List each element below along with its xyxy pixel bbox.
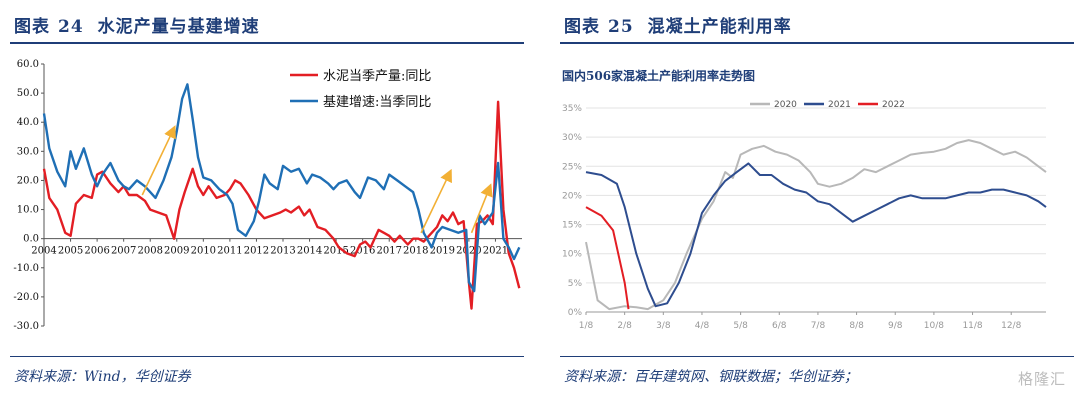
left-panel: 图表 24 水泥产量与基建增速 60.0 50.0 40.0 30.0 20.0 10.0 0.… (0, 0, 530, 401)
legend-label: 基建增速:当季同比 (323, 95, 431, 110)
source-rule (10, 356, 524, 357)
y-tick-label: 35% (562, 104, 582, 114)
source-rule (560, 356, 1074, 357)
y-tick-label: 0.0 (23, 234, 39, 245)
x-tick-label: 6/8 (772, 321, 787, 331)
series-line-2021 (585, 162, 1047, 308)
y-tick-label: 10% (562, 250, 582, 260)
y-tick-label: 10.0 (17, 205, 39, 216)
right-source: 资料来源：百年建筑网、钢联数据；华创证券； (564, 369, 858, 385)
x-tick-label: 2013 (270, 246, 295, 257)
y-tick-label: 60.0 (17, 59, 39, 70)
right-figure-title: 图表 25 混凝土产能利用率 (564, 12, 792, 37)
x-tick-label: 2004 (31, 246, 56, 257)
y-tick-label: 25% (562, 162, 582, 172)
x-tick-label: 2/8 (617, 321, 632, 331)
title-rule (10, 42, 524, 44)
x-tick-label: 2007 (111, 246, 136, 257)
x-tick-label: 2006 (84, 246, 109, 257)
x-tick-label: 12/8 (1001, 321, 1021, 331)
x-tick-label: 10/8 (924, 321, 944, 331)
chart-title: 国内506家混凝土产能利用率走势图 (562, 68, 755, 83)
y-tick-label: 20.0 (17, 175, 39, 186)
x-tick-label: 2019 (430, 246, 455, 257)
series-line-2022 (585, 206, 630, 310)
legend-label: 2020 (774, 100, 797, 110)
x-tick-label: 2021 (483, 246, 508, 257)
legend-label: 2022 (882, 100, 905, 110)
cement-infrastructure-chart: 60.0 50.0 40.0 30.0 20.0 10.0 0.0 -10.0 -20.0 -30… (13, 59, 522, 332)
arrow-2020-2021 (470, 183, 493, 234)
x-tick-label: 11/8 (962, 321, 982, 331)
x-tick-label: 2009 (164, 246, 189, 257)
left-figure-title: 图表 24 水泥产量与基建增速 (14, 12, 260, 37)
figure-title-text: 水泥产量与基建增速 (97, 17, 260, 37)
y-tick-label: 15% (562, 221, 582, 231)
x-tick-label: 1/8 (579, 321, 594, 331)
x-tick-label: 9/8 (888, 321, 903, 331)
title-rule (560, 42, 1074, 44)
figure-number: 25 (608, 17, 634, 37)
arrow-2008-2009 (141, 125, 176, 196)
x-tick-label: 2016 (350, 246, 375, 257)
figure-title-text: 混凝土产能利用率 (647, 17, 792, 37)
legend-label: 2021 (828, 100, 851, 110)
series-line-infrastructure-growth (42, 83, 521, 293)
arrow-2018-2019 (420, 168, 452, 234)
y-tick-label: 0% (568, 308, 583, 318)
x-tick-label: 2017 (376, 246, 401, 257)
y-tick-label: 30.0 (17, 146, 39, 157)
x-tick-label: 2015 (323, 246, 348, 257)
legend-label: 水泥当季产量:同比 (323, 69, 431, 84)
x-tick-label: 2012 (244, 246, 269, 257)
x-tick-label: 3/8 (656, 321, 671, 331)
y-tick-label: 30% (562, 133, 582, 143)
y-tick-label: -30.0 (13, 321, 39, 332)
y-tick-label: 50.0 (17, 88, 39, 99)
right-panel: 图表 25 混凝土产能利用率 国内506家混凝土产能利用率走势图 35% 30% 25% 2… (550, 0, 1080, 401)
series-line-2020 (585, 139, 1047, 311)
figure-label: 图表 (564, 17, 600, 37)
x-tick-label: 2010 (191, 246, 216, 257)
x-tick-label: 2014 (297, 246, 322, 257)
y-tick-label: -10.0 (13, 263, 39, 274)
concrete-utilization-chart: 国内506家混凝土产能利用率走势图 35% 30% 25% 20% 15% 10% 5% 0% 1… (562, 68, 1047, 331)
figure-label: 图表 (14, 17, 50, 37)
y-tick-label: 20% (562, 191, 582, 201)
series-line-cement-output (42, 100, 521, 310)
figure-number: 24 (58, 17, 84, 37)
x-tick-label: 4/8 (695, 321, 710, 331)
x-tick-label: 2018 (403, 246, 428, 257)
x-tick-label: 2011 (217, 246, 242, 257)
x-tick-label: 2008 (137, 246, 162, 257)
x-tick-label: 8/8 (849, 321, 864, 331)
y-tick-label: 5% (568, 279, 583, 289)
x-tick-label: 2020 (456, 246, 481, 257)
left-source: 资料来源：Wind，华创证券 (14, 369, 191, 385)
y-tick-label: 40.0 (17, 117, 39, 128)
x-tick-label: 7/8 (811, 321, 826, 331)
y-tick-label: -20.0 (13, 292, 39, 303)
x-tick-label: 5/8 (733, 321, 748, 331)
watermark-logo: 格隆汇 (1017, 370, 1066, 388)
x-tick-label: 2005 (58, 246, 83, 257)
